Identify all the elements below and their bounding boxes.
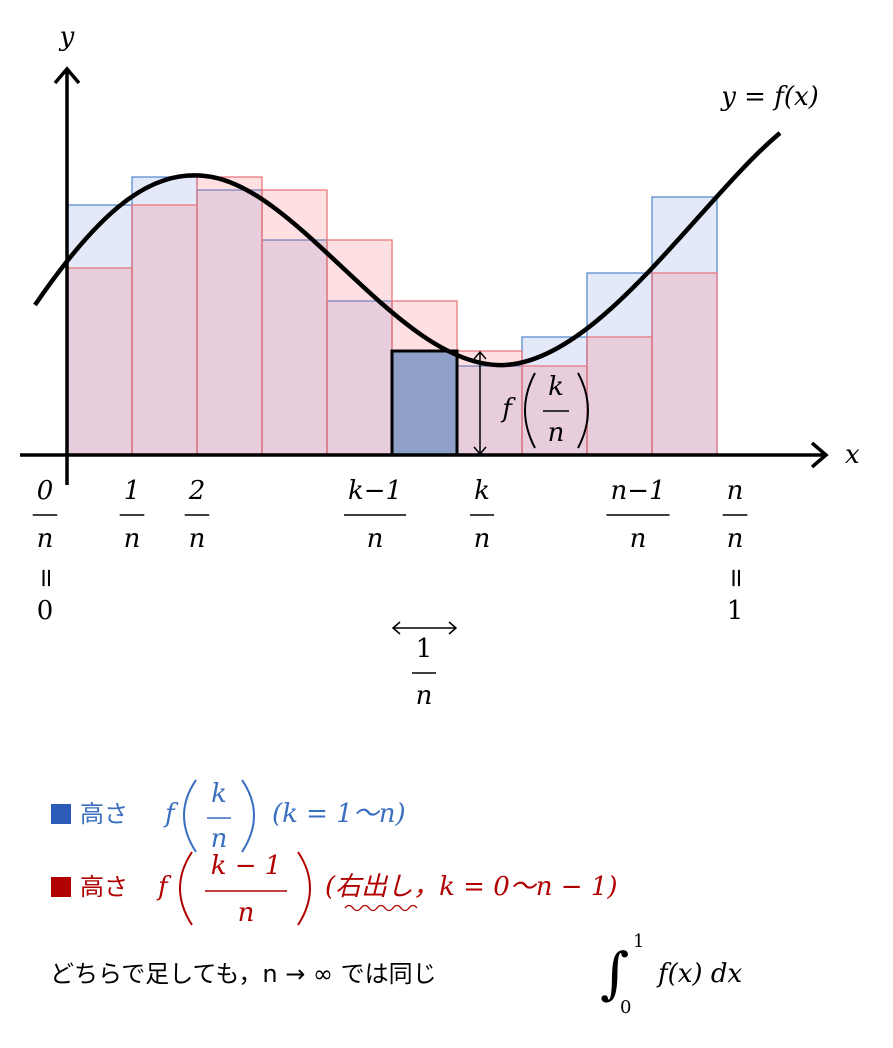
height-den: n	[548, 418, 565, 448]
legend-num: k	[211, 779, 227, 809]
right-rects	[66, 176, 718, 456]
width-arrow	[391, 621, 458, 635]
height-num: k	[548, 372, 564, 402]
parens	[524, 372, 589, 449]
legend-den: n	[238, 898, 255, 928]
tick-den: n	[727, 524, 744, 554]
width-den: n	[416, 681, 433, 711]
conclusion-text: どちらで足しても，n → ∞ では同じ	[50, 960, 437, 988]
tick-den: n	[189, 524, 206, 554]
integrand: f(x) dx	[656, 959, 742, 989]
legend-note: (右出し，k = 0〜n − 1)	[325, 872, 618, 902]
curve-label: y = f(x)	[720, 82, 819, 112]
legend-fn: f	[156, 872, 172, 902]
parens	[179, 851, 311, 926]
height-arrow	[473, 350, 487, 456]
legend-word: 高さ	[80, 800, 128, 828]
equals: =	[721, 567, 751, 589]
upper-limit: 1	[633, 931, 644, 952]
axes	[20, 66, 829, 485]
tick-den: n	[367, 524, 384, 554]
lower-limit: 0	[620, 997, 631, 1018]
value: 1	[727, 596, 744, 626]
legend-swatch	[51, 877, 71, 897]
tick-den: n	[124, 524, 141, 554]
parens	[183, 779, 255, 853]
wavy-underline	[344, 904, 418, 912]
tick-den: n	[474, 524, 491, 554]
legend-num: k − 1	[211, 851, 282, 881]
tick-num: 2	[188, 476, 206, 506]
curve	[33, 131, 782, 368]
tick-num: 1	[124, 476, 141, 506]
legend-den: n	[211, 824, 228, 854]
left-rects	[66, 176, 718, 456]
tick-num: n	[727, 476, 744, 506]
highlight-rect	[390, 349, 459, 457]
legend-fn: f	[163, 799, 179, 829]
rectangles	[66, 176, 718, 457]
equals: =	[31, 567, 61, 589]
integral-sign: ∫	[600, 942, 629, 1007]
legend-word: 高さ	[80, 873, 128, 901]
value: 0	[37, 596, 54, 626]
legend-note: (k = 1〜n)	[272, 799, 406, 829]
tick-num: k	[474, 476, 490, 506]
tick-num: k−1	[348, 476, 402, 506]
width-num: 1	[416, 634, 433, 664]
tick-num: n−1	[610, 476, 665, 506]
y-label: y	[59, 22, 75, 52]
legend-swatch	[51, 804, 71, 824]
tick-den: n	[37, 524, 54, 554]
tick-den: n	[630, 524, 647, 554]
tick-num: 0	[37, 476, 54, 506]
x-label: x	[845, 440, 860, 470]
